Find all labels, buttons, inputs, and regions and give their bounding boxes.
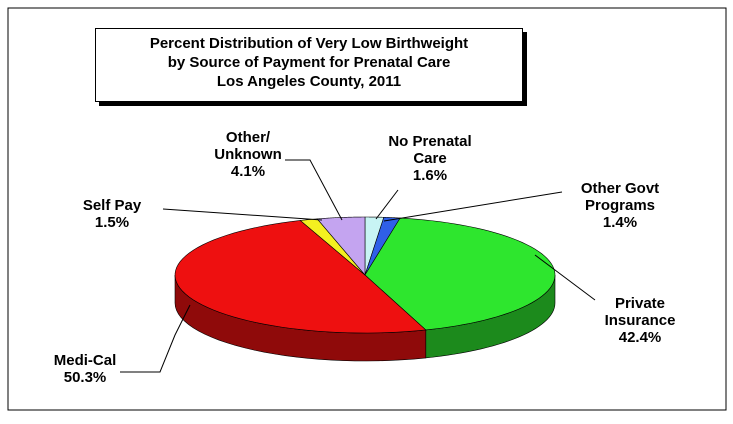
leader-line bbox=[383, 191, 563, 222]
value-label: 4.1% bbox=[230, 163, 266, 180]
leader-line bbox=[162, 208, 323, 221]
value-label: 1.5% bbox=[94, 214, 130, 231]
slice-label: Other Govt Programs bbox=[580, 180, 660, 214]
leader-line bbox=[120, 304, 191, 373]
slice-label: Other/ Unknown bbox=[214, 129, 282, 163]
leader-line bbox=[534, 254, 596, 301]
chart-title: Percent Distribution of Very Low Birthwe… bbox=[95, 28, 523, 102]
slice bbox=[364, 217, 556, 331]
slice-label: No Prenatal Care bbox=[388, 133, 472, 167]
slice bbox=[174, 220, 427, 334]
value-label: 1.6% bbox=[412, 167, 448, 184]
value-label: 1.4% bbox=[602, 214, 638, 231]
slice-label: Self Pay bbox=[82, 197, 142, 214]
leader-line bbox=[375, 189, 399, 220]
value-label: 42.4% bbox=[618, 329, 662, 346]
slice-label: Medi-Cal bbox=[53, 352, 117, 369]
slice-label: Private Insurance bbox=[604, 295, 676, 329]
value-label: 50.3% bbox=[63, 369, 107, 386]
leader-line bbox=[285, 159, 343, 221]
